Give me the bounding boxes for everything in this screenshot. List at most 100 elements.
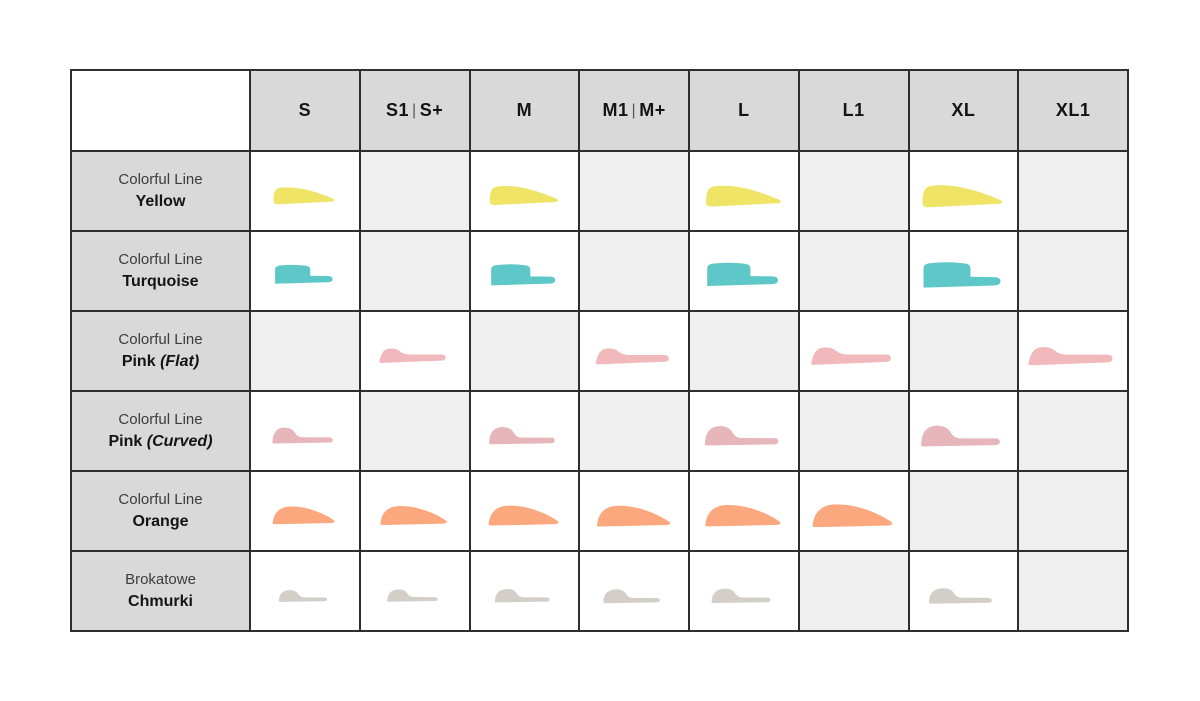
availability-cell-yellow-col2 (358, 150, 471, 232)
availability-cell-chmurki-col5 (688, 550, 800, 632)
airfoil-shape-icon (812, 504, 893, 528)
product-name: Pink (Curved) (72, 430, 249, 453)
header-label-part: XL1 (1055, 100, 1091, 120)
availability-cell-orange-col4 (578, 470, 690, 552)
product-name: Orange (72, 510, 249, 533)
dome-tail-shape-icon (921, 425, 1001, 447)
row-label: Colorful Line Orange (70, 470, 251, 552)
availability-cell-pink-col3 (468, 310, 581, 392)
availability-cell-turquoise-col1 (249, 230, 361, 312)
availability-cell-pink-col2 (358, 390, 471, 472)
wedge-shape-icon (273, 186, 335, 204)
row-label: Brokatowe Chmurki (70, 550, 251, 632)
availability-cell-turquoise-col8 (1017, 230, 1129, 312)
availability-cell-pink-col6 (797, 390, 910, 472)
airfoil-shape-icon (705, 504, 781, 527)
cloud-shape-icon (494, 589, 550, 603)
airfoil-shape-icon (273, 506, 336, 525)
product-name-text: Turquoise (122, 273, 199, 291)
header-label-part: S+ (419, 100, 444, 120)
availability-cell-yellow-col7 (907, 150, 1020, 232)
header-label-part: L (738, 100, 750, 120)
availability-cell-orange-col6 (797, 470, 910, 552)
availability-cell-chmurki-col3 (468, 550, 581, 632)
availability-cell-orange-col2 (358, 470, 471, 552)
column-header-l1: L1 (797, 69, 910, 152)
product-name: Turquoise (72, 270, 249, 293)
availability-cell-orange-col5 (688, 470, 800, 552)
availability-cell-chmurki-col8 (1017, 550, 1129, 632)
column-header-l: L (688, 69, 800, 152)
availability-cell-pink-col7 (907, 390, 1020, 472)
product-name-text: Orange (132, 513, 189, 531)
availability-cell-pink-col5 (688, 310, 800, 392)
header-separator: | (631, 102, 637, 119)
row-label: Colorful Line Pink (Flat) (70, 310, 251, 392)
availability-cell-yellow-col1 (249, 150, 361, 232)
size-availability-table: S S1 | S+ M M1 | M+ L L1 XL XL1 Colorful Line Yellow… (70, 69, 1129, 632)
wedge-shape-icon (489, 185, 558, 205)
wedge-shape-icon (706, 185, 781, 206)
availability-cell-pink-col4 (578, 390, 690, 472)
availability-cell-pink-col5 (688, 390, 800, 472)
bump-flat-shape-icon (379, 348, 446, 363)
product-category: Colorful Line (118, 250, 203, 268)
product-row-pink: Colorful Line Pink (Curved) (70, 390, 1129, 472)
availability-cell-turquoise-col5 (688, 230, 800, 312)
availability-cell-chmurki-col4 (578, 550, 690, 632)
row-label: Colorful Line Yellow (70, 150, 251, 232)
corner-cell (70, 69, 251, 152)
product-name: Yellow (72, 190, 249, 213)
cloud-shape-icon (929, 588, 993, 604)
availability-cell-turquoise-col3 (468, 230, 581, 312)
availability-cell-pink-col6 (797, 310, 910, 392)
product-row-orange: Colorful Line Orange (70, 470, 1129, 552)
row-label: Colorful Line Turquoise (70, 230, 251, 312)
column-header-xl1: XL1 (1017, 69, 1129, 152)
airfoil-shape-icon (596, 505, 670, 527)
availability-cell-yellow-col5 (688, 150, 800, 232)
availability-cell-pink-col3 (468, 390, 581, 472)
availability-cell-turquoise-col2 (358, 230, 471, 312)
step-shape-icon (923, 261, 1001, 287)
wedge-shape-icon (922, 184, 1003, 207)
availability-cell-turquoise-col6 (797, 230, 910, 312)
product-name-suffix: (Curved) (146, 433, 213, 451)
column-header-s1-s-: S1 | S+ (358, 69, 471, 152)
table-header: S S1 | S+ M M1 | M+ L L1 XL XL1 (70, 69, 1129, 152)
dome-tail-shape-icon (489, 427, 556, 445)
step-shape-icon (274, 264, 333, 284)
product-category: Brokatowe (125, 570, 196, 588)
header-label-part: XL (951, 100, 976, 120)
column-header-m1-m-: M1 | M+ (578, 69, 690, 152)
product-name: Chmurki (72, 590, 249, 613)
header-row: S S1 | S+ M M1 | M+ L L1 XL XL1 (70, 69, 1129, 152)
availability-cell-yellow-col4 (578, 150, 690, 232)
cloud-shape-icon (603, 588, 661, 603)
product-name-suffix: (Flat) (160, 353, 200, 371)
dome-tail-shape-icon (272, 427, 334, 444)
bump-flat-shape-icon (1028, 346, 1113, 366)
column-header-xl: XL (907, 69, 1020, 152)
availability-cell-pink-col4 (578, 310, 690, 392)
row-label: Colorful Line Pink (Curved) (70, 390, 251, 472)
availability-cell-orange-col7 (907, 470, 1020, 552)
header-label-part: L1 (842, 100, 865, 120)
header-label-part: S (298, 100, 312, 120)
header-separator: | (412, 102, 417, 119)
airfoil-shape-icon (488, 505, 559, 526)
airfoil-shape-icon (380, 506, 447, 525)
product-category: Colorful Line (118, 330, 203, 348)
availability-cell-yellow-col3 (468, 150, 581, 232)
step-shape-icon (491, 263, 556, 285)
bump-flat-shape-icon (811, 347, 891, 365)
product-row-chmurki: Brokatowe Chmurki (70, 550, 1129, 632)
header-label-part: M (516, 100, 533, 120)
step-shape-icon (707, 262, 778, 286)
product-row-turquoise: Colorful Line Turquoise (70, 230, 1129, 312)
product-name-text: Yellow (135, 193, 186, 211)
availability-cell-pink-col2 (358, 310, 471, 392)
cloud-shape-icon (278, 589, 328, 602)
availability-cell-yellow-col6 (797, 150, 910, 232)
